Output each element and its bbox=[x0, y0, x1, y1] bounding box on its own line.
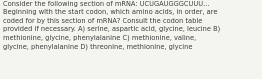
Text: Consider the following section of mRNA: UCUGAUGGGCUUU...
Beginning with the star: Consider the following section of mRNA: … bbox=[3, 1, 220, 50]
